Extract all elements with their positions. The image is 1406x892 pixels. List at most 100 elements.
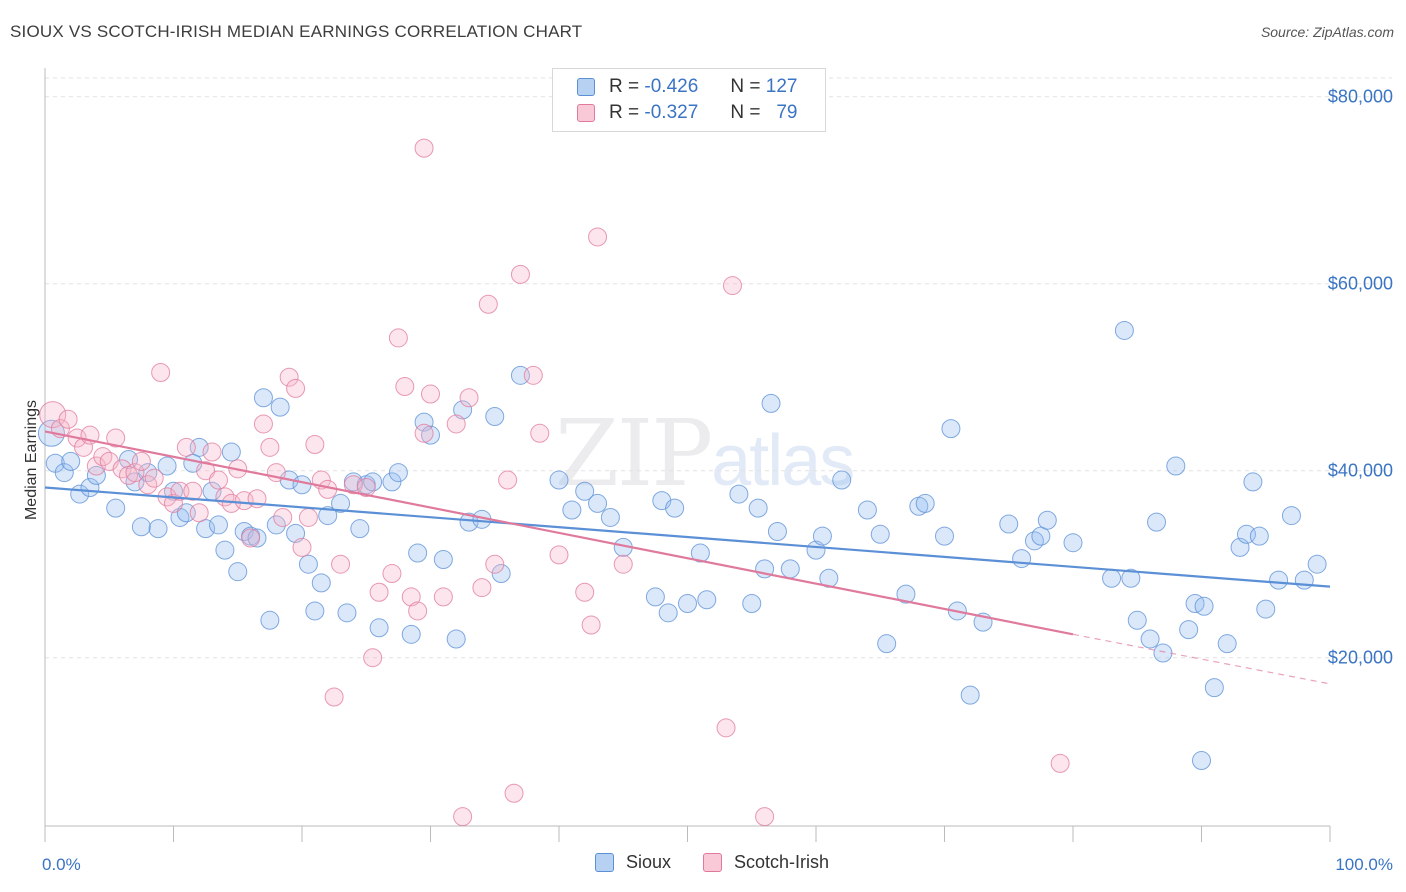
legend-swatch-scotch-irish	[577, 104, 595, 122]
point-sioux	[1114, 320, 1134, 340]
legend-row-scotch-irish: R = -0.327 N = 79	[577, 101, 797, 125]
watermark-zip: ZIP	[555, 400, 713, 507]
point-scotch-irish	[260, 437, 280, 457]
y-tick-label: $80,000	[1328, 87, 1393, 107]
x-tick-label-max: 100.0%	[1335, 855, 1393, 874]
point-sioux	[331, 493, 351, 513]
stats-legend: R = -0.426 N = 127 R = -0.327 N = 79	[552, 68, 826, 132]
point-sioux	[1307, 554, 1327, 574]
point-sioux	[1256, 599, 1276, 619]
point-sioux	[767, 521, 787, 541]
point-sioux	[1031, 526, 1051, 546]
point-scotch-irish	[504, 783, 524, 803]
point-scotch-irish	[106, 428, 126, 448]
point-sioux	[742, 593, 762, 613]
point-scotch-irish	[125, 463, 145, 483]
point-sioux	[298, 554, 318, 574]
series-legend-scotch-irish: Scotch-Irish	[703, 852, 829, 873]
legend-n-value: 79	[776, 102, 798, 123]
series-label-scotch-irish: Scotch-Irish	[734, 852, 830, 872]
point-sioux	[61, 451, 81, 471]
point-sioux	[247, 528, 267, 548]
point-sioux	[575, 481, 595, 501]
legend-swatch-sioux	[577, 78, 595, 96]
y-tick-label: $20,000	[1328, 648, 1393, 668]
point-scotch-irish	[414, 423, 434, 443]
trend-line-scotch-irish	[44, 430, 1074, 636]
point-scotch-irish	[331, 554, 351, 574]
point-scotch-irish	[324, 687, 344, 707]
point-scotch-irish	[588, 227, 608, 247]
point-sioux	[311, 573, 331, 593]
point-sioux	[337, 603, 357, 623]
data-points	[37, 138, 1327, 827]
point-scotch-irish	[433, 587, 453, 607]
point-sioux	[915, 493, 935, 513]
point-scotch-irish	[446, 414, 466, 434]
point-sioux	[1281, 506, 1301, 526]
source-label: Source: ZipAtlas.com	[1260, 24, 1394, 40]
point-scotch-irish	[472, 578, 492, 598]
point-scotch-irish	[176, 437, 196, 457]
point-sioux	[562, 500, 582, 520]
point-sioux	[1102, 568, 1122, 588]
series-swatch-scotch-irish	[703, 853, 723, 872]
point-sioux	[433, 550, 453, 570]
point-sioux	[761, 393, 781, 413]
point-sioux	[1121, 568, 1141, 588]
point-scotch-irish	[273, 507, 293, 527]
point-scotch-irish	[716, 718, 736, 738]
point-sioux	[350, 519, 370, 539]
point-scotch-irish	[408, 601, 428, 621]
point-sioux	[960, 685, 980, 705]
trend-line-scotch-irish-extension	[1072, 633, 1331, 685]
point-scotch-irish	[395, 377, 415, 397]
point-sioux	[1063, 533, 1083, 553]
point-sioux	[1269, 570, 1289, 590]
point-sioux	[658, 603, 678, 623]
watermark: ZIPatlas	[555, 400, 855, 507]
point-scotch-irish	[241, 528, 261, 548]
point-scotch-irish	[523, 365, 543, 385]
point-sioux	[1194, 596, 1214, 616]
point-sioux	[228, 562, 248, 582]
point-scotch-irish	[530, 423, 550, 443]
point-sioux	[1127, 610, 1147, 630]
point-scotch-irish	[382, 564, 402, 584]
point-sioux	[1140, 629, 1160, 649]
point-sioux	[270, 397, 290, 417]
point-sioux	[941, 419, 961, 439]
point-sioux	[1153, 643, 1173, 663]
series-legend: Sioux Scotch-Irish	[595, 852, 861, 873]
point-sioux	[421, 425, 440, 445]
legend-n-label: N =	[730, 76, 761, 97]
point-sioux	[54, 463, 74, 483]
point-scotch-irish	[369, 582, 389, 602]
point-scotch-irish	[202, 442, 222, 462]
point-sioux	[832, 470, 852, 490]
point-scotch-irish	[581, 615, 601, 635]
x-tick-label-min: 0.0%	[42, 855, 81, 874]
point-scotch-irish	[253, 414, 273, 434]
point-sioux	[697, 590, 717, 610]
point-sioux	[877, 634, 897, 654]
point-sioux	[253, 388, 273, 408]
watermark-atlas: atlas	[711, 421, 855, 501]
point-scotch-irish	[498, 470, 518, 490]
point-scotch-irish	[459, 388, 479, 408]
point-scotch-irish	[286, 378, 306, 398]
point-scotch-irish	[1050, 753, 1070, 773]
point-sioux	[935, 526, 954, 546]
y-axis-title: Median Earnings	[23, 400, 40, 520]
y-tick-label: $40,000	[1328, 461, 1393, 481]
point-sioux	[491, 564, 511, 584]
point-sioux	[1179, 620, 1199, 640]
point-sioux	[665, 498, 685, 518]
point-sioux	[260, 610, 280, 630]
point-sioux	[292, 475, 312, 495]
chart-title: SIOUX VS SCOTCH-IRISH MEDIAN EARNINGS CO…	[10, 22, 583, 41]
point-sioux	[305, 601, 325, 621]
legend-r-label: R =	[609, 102, 640, 123]
point-sioux	[1037, 510, 1057, 530]
point-sioux	[1217, 634, 1237, 654]
